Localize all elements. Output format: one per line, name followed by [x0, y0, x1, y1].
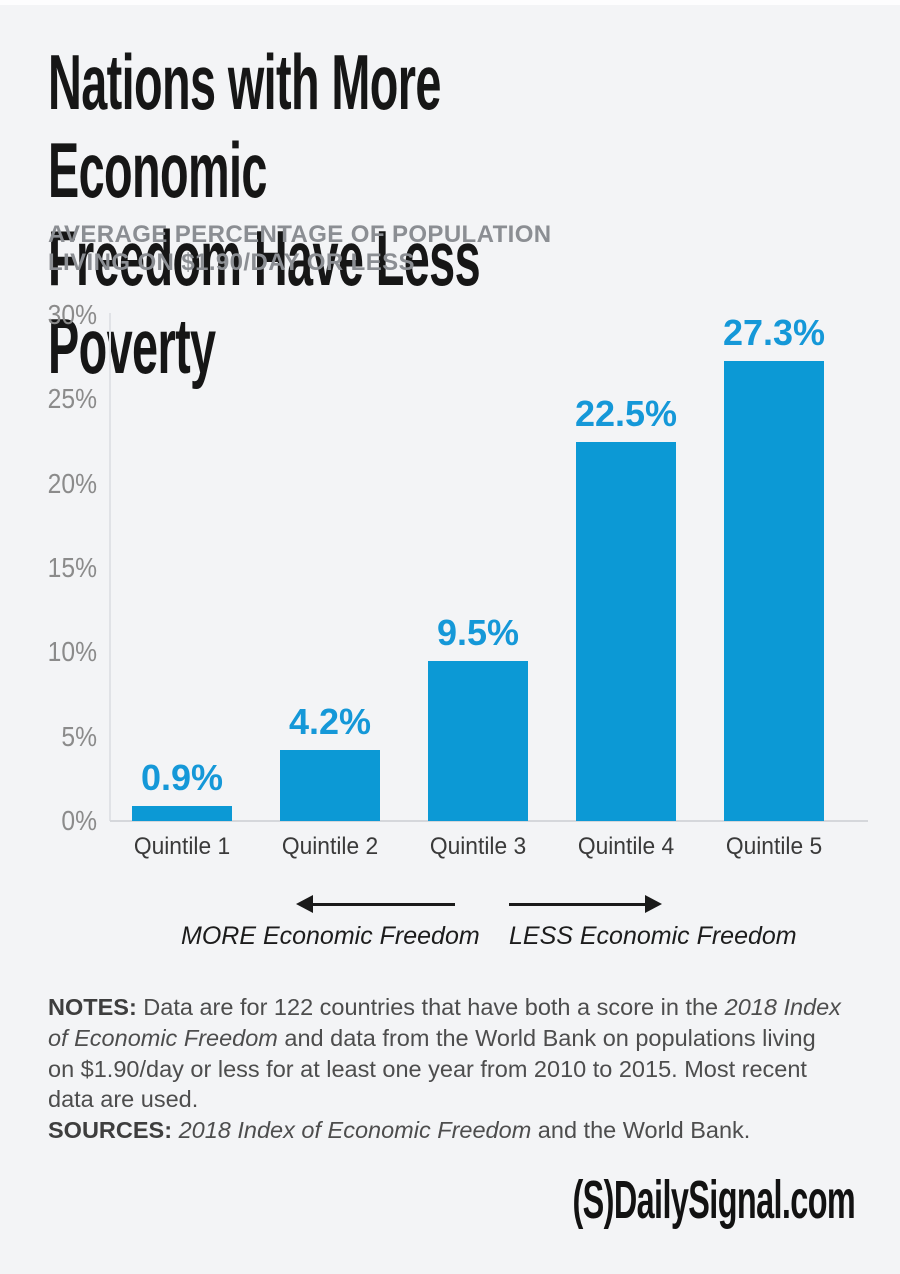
value-label-3: 9.5% [436, 611, 520, 653]
daily-signal-logo: (S)DailySignal.com [572, 1170, 855, 1230]
value-label-2: 4.2% [288, 701, 372, 743]
notes-line-1: NOTES: Data are for 122 countries that h… [48, 994, 841, 1020]
bar-quintile-1 [132, 805, 232, 821]
x-label-5: Quintile 5 [725, 833, 823, 860]
y-tick-20: 20% [47, 467, 97, 499]
y-tick-0: 0% [61, 805, 97, 836]
notes-line-2: of Economic Freedom and data from the Wo… [48, 1024, 816, 1051]
left-arrow-line [312, 903, 455, 906]
value-label-4: 22.5% [574, 392, 678, 434]
bar-quintile-4 [576, 441, 676, 821]
notes-block: NOTES: Data are for 122 countries that h… [48, 992, 883, 1146]
more-freedom-label: MORE Economic Freedom [181, 922, 480, 950]
top-border-strip [0, 0, 900, 5]
x-label-3: Quintile 3 [429, 833, 527, 860]
x-label-1: Quintile 1 [133, 833, 231, 860]
notes-line-3: on $1.90/day or less for at least one ye… [48, 1055, 807, 1082]
y-axis-line [109, 313, 111, 821]
y-tick-30: 30% [47, 299, 97, 330]
bar-quintile-3 [428, 660, 528, 821]
x-label-4: Quintile 4 [577, 833, 675, 860]
value-label-1: 0.9% [140, 756, 224, 798]
left-arrow-icon [296, 895, 313, 913]
x-label-2: Quintile 2 [281, 833, 379, 860]
page-title: Nations with More Economic Freedom Have … [48, 38, 481, 390]
sources-label: SOURCES: [48, 1117, 173, 1144]
y-tick-15: 15% [47, 552, 97, 583]
y-tick-10: 10% [47, 636, 97, 668]
value-label-5: 27.3% [722, 311, 826, 353]
x-axis-baseline [110, 820, 868, 822]
chart-subtitle: AVERAGE PERCENTAGE OF POPULATION LIVING … [48, 221, 552, 276]
notes-line-4: data are used. [48, 1086, 199, 1113]
y-tick-25: 25% [47, 383, 97, 415]
y-tick-5: 5% [61, 720, 97, 752]
logo-s-icon: (S) [572, 1170, 614, 1230]
right-arrow-line [509, 903, 645, 906]
bar-quintile-2 [280, 750, 380, 821]
sources-line: SOURCES: 2018 Index of Economic Freedom … [48, 1117, 751, 1144]
notes-label: NOTES: [48, 994, 137, 1020]
less-freedom-label: LESS Economic Freedom [509, 922, 797, 950]
right-arrow-icon [645, 895, 662, 913]
bar-quintile-5 [724, 360, 824, 821]
